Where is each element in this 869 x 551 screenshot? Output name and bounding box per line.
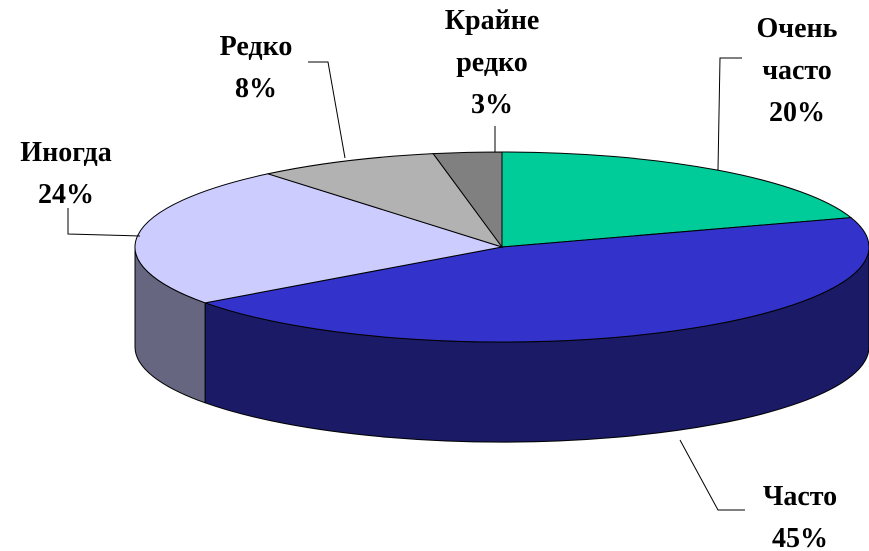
value-label: 20% — [769, 97, 825, 128]
category-label: Редко — [219, 31, 293, 62]
slice-label: Иногда 24% — [0, 132, 141, 216]
slice-label: Очень часто 20% — [737, 8, 857, 134]
slice — [432, 151, 503, 249]
slice — [266, 153, 504, 248]
value-label: 24% — [38, 179, 94, 210]
category-label: Крайне редко — [444, 5, 540, 78]
category-label: Иногда — [20, 137, 112, 168]
category-label: Часто — [762, 481, 838, 512]
slice — [203, 217, 869, 343]
slice — [501, 151, 853, 248]
leader-line — [679, 439, 745, 511]
leader-line — [67, 208, 141, 237]
leader-line — [717, 57, 742, 171]
slice — [134, 173, 503, 304]
slice-label: Редко 8% — [181, 26, 331, 110]
leader-line — [308, 61, 346, 159]
value-label: 45% — [772, 523, 828, 551]
value-label: 8% — [235, 73, 277, 104]
slice-label: Часто 45% — [725, 476, 869, 551]
category-label: Очень часто — [756, 13, 838, 86]
value-label: 3% — [471, 89, 513, 120]
slice-label: Крайне редко 3% — [427, 0, 557, 126]
